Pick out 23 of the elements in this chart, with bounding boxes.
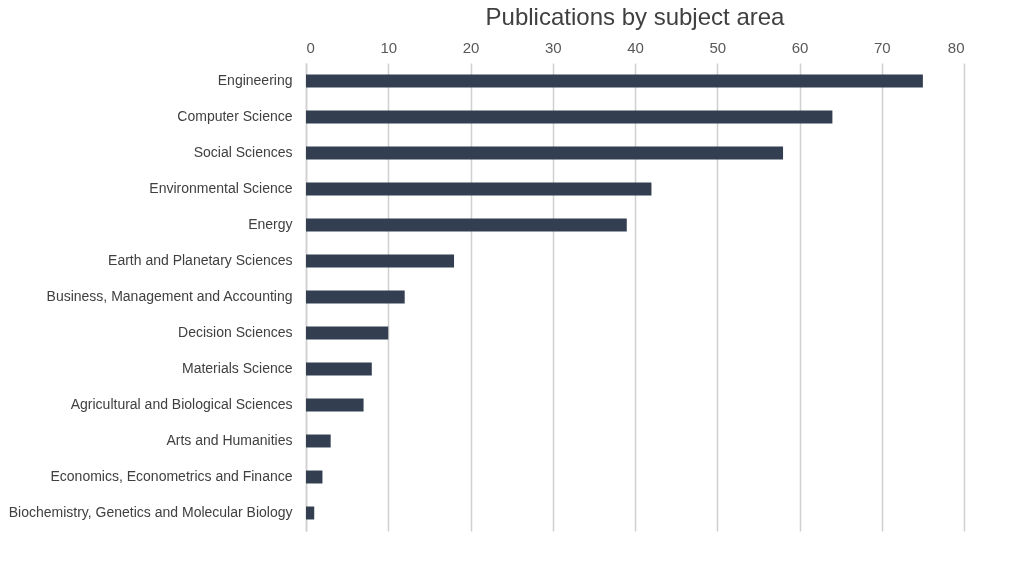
y-tick-label: Agricultural and Biological Sciences	[70, 396, 293, 412]
x-tick-label: 40	[627, 38, 644, 56]
x-tick-label: 30	[544, 38, 562, 56]
x-tick-label: 10	[380, 38, 398, 56]
y-tick-label: Environmental Science	[149, 180, 293, 196]
chart-title: Publications by subject area	[485, 3, 786, 30]
y-tick-label: Decision Sciences	[178, 324, 293, 340]
y-tick-label: Computer Science	[177, 108, 293, 124]
x-tick-label: 70	[873, 38, 891, 56]
x-tick-label: 0	[306, 38, 315, 56]
x-tick-label: 80	[947, 38, 965, 56]
y-tick-label: Materials Science	[182, 360, 293, 376]
y-tick-label: Biochemistry, Genetics and Molecular Biology	[8, 504, 293, 520]
y-tick-label: Business, Management and Accounting	[46, 288, 293, 304]
y-tick-label: Energy	[248, 216, 293, 232]
y-tick-label: Social Sciences	[193, 144, 293, 160]
x-tick-label: 60	[791, 38, 809, 56]
x-tick-label: 20	[462, 38, 480, 56]
x-tick-label: 50	[709, 38, 727, 56]
y-tick-label: Earth and Planetary Sciences	[108, 252, 293, 268]
y-tick-label: Arts and Humanities	[166, 432, 293, 448]
y-tick-label: Engineering	[217, 72, 293, 88]
y-tick-label: Economics, Econometrics and Finance	[50, 468, 293, 484]
